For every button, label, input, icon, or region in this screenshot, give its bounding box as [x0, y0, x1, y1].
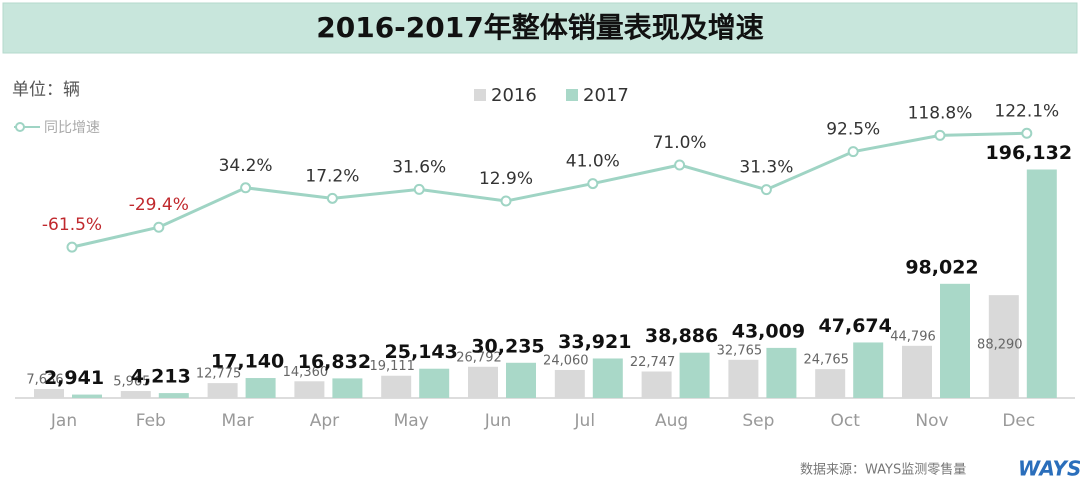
bar [1026, 169, 1057, 398]
legend-marker [15, 122, 25, 132]
bar [506, 362, 536, 398]
bar [207, 383, 238, 398]
x-tick-label: Dec [1002, 411, 1035, 431]
legend-swatch [566, 89, 578, 101]
line-point [847, 146, 859, 158]
line-point [66, 241, 78, 253]
legend-swatch [474, 89, 486, 101]
value-label: 16,832 [298, 351, 371, 373]
x-tick-label: Feb [136, 411, 166, 431]
bar [468, 366, 498, 398]
bar [245, 378, 276, 398]
source: 数据来源：WAYS监测零售量 [800, 462, 966, 478]
value-label: 88,290 [977, 338, 1023, 353]
line-point [674, 159, 686, 171]
value-label: 33,921 [558, 331, 631, 353]
value-label: 17,140 [211, 351, 284, 373]
line-label: 34.2% [219, 156, 273, 176]
line-point [153, 221, 165, 233]
bar [679, 352, 710, 398]
bar [120, 391, 151, 398]
bar [940, 283, 970, 398]
legend-label: 同比增速 [44, 120, 100, 136]
value-label: 43,009 [732, 320, 805, 342]
x-tick-label: Mar [222, 411, 254, 431]
x-tick-label: Jul [574, 411, 596, 431]
line-point [587, 178, 599, 190]
value-label: 14,360 [283, 365, 329, 380]
logo: WAYS [1018, 457, 1080, 481]
bar [766, 347, 797, 398]
line-label: -29.4% [129, 195, 189, 215]
bar [294, 381, 325, 398]
value-label: 7,636 [26, 373, 63, 388]
line-label: 31.6% [392, 157, 446, 177]
bar [419, 368, 450, 398]
bar [641, 371, 672, 398]
value-label: 26,792 [456, 350, 502, 365]
bar [34, 389, 64, 398]
x-tick-label: Jun [484, 411, 512, 431]
line-point [326, 192, 338, 204]
line-point [1021, 127, 1033, 139]
value-label: 30,235 [471, 335, 544, 357]
x-tick-label: Apr [310, 411, 339, 431]
x-tick-label: Oct [830, 411, 860, 431]
value-label: 24,765 [803, 353, 849, 368]
x-tick-label: Nov [915, 411, 948, 431]
chart-title: 2016-2017年整体销量表现及增速 [316, 11, 763, 44]
value-label: 44,796 [890, 329, 936, 344]
bar [381, 375, 412, 398]
value-label: 98,022 [905, 256, 978, 278]
bar [72, 394, 102, 398]
line [71, 131, 1027, 249]
title-bar [2, 2, 1078, 54]
bar [592, 358, 623, 398]
line-label: 71.0% [653, 133, 707, 153]
bar [853, 342, 884, 398]
legend-label: 2016 [491, 85, 537, 106]
line-label: 118.8% [908, 103, 973, 123]
x-tick-label: Jan [50, 411, 77, 431]
bar [815, 369, 846, 398]
x-tick-label: May [394, 411, 429, 431]
line-label: 17.2% [305, 166, 359, 186]
line-point [934, 129, 946, 141]
x-tick-label: Aug [655, 411, 688, 431]
line-point [240, 182, 252, 194]
line-point [413, 183, 425, 195]
unit-label: 单位：辆 [12, 80, 80, 100]
line-label: -61.5% [42, 215, 102, 235]
value-label: 25,143 [385, 341, 458, 363]
value-label: 38,886 [645, 325, 718, 347]
line-label: 41.0% [566, 152, 620, 172]
value-label: 5,965 [113, 375, 150, 390]
bar [158, 393, 189, 398]
line-label: 92.5% [826, 120, 880, 140]
bar [988, 295, 1019, 398]
value-label: 32,765 [717, 343, 763, 358]
value-label: 19,111 [369, 359, 415, 374]
value-label: 12,775 [196, 367, 242, 382]
legend-label: 2017 [583, 85, 629, 106]
bar [902, 345, 932, 398]
value-label: 22,747 [630, 355, 676, 370]
line-label: 31.3% [739, 158, 793, 178]
line-label: 12.9% [479, 169, 533, 189]
line-label: 122.1% [994, 101, 1059, 121]
bar [554, 369, 585, 398]
x-tick-label: Sep [742, 411, 774, 431]
bar [728, 359, 759, 398]
value-label: 196,132 [986, 142, 1073, 164]
line-point [500, 195, 512, 207]
line-point [760, 184, 772, 196]
bar [332, 378, 363, 398]
value-label: 47,674 [819, 315, 892, 337]
value-label: 2,941 [44, 367, 104, 389]
value-label: 4,213 [131, 366, 191, 388]
value-label: 24,060 [543, 353, 589, 368]
